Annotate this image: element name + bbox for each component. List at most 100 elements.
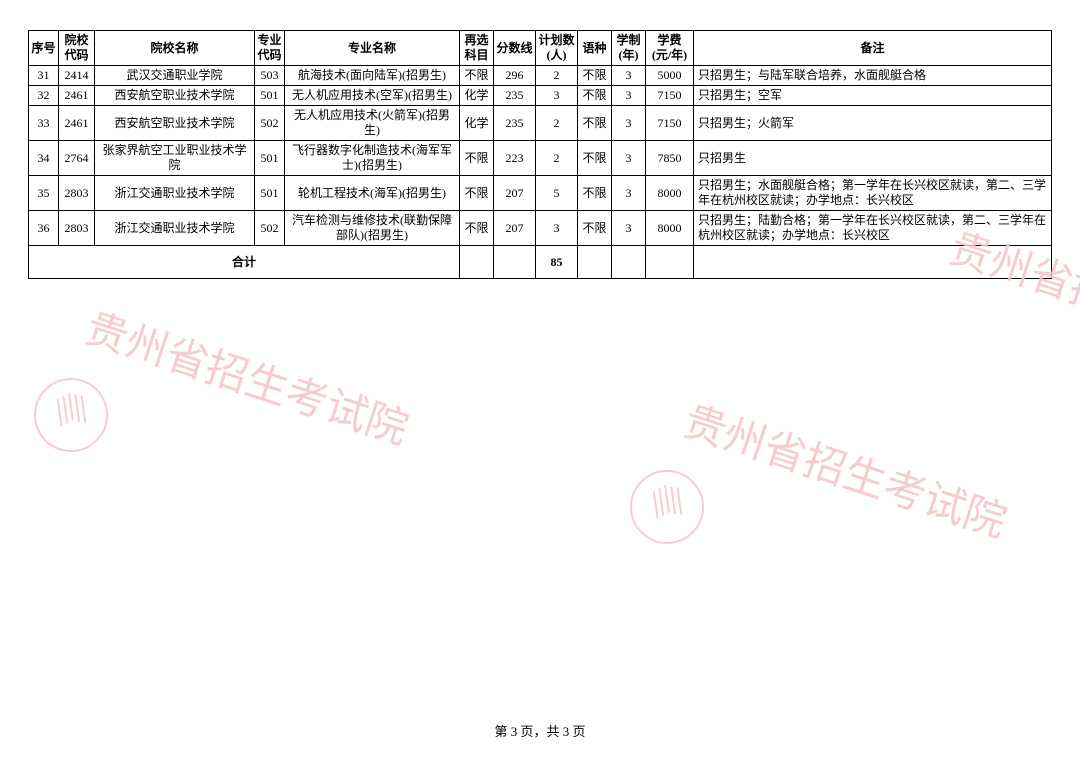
cell-subj: 不限 <box>460 211 494 246</box>
admissions-table: 序号 院校代码 院校名称 专业代码 专业名称 再选科目 分数线 计划数(人) 语… <box>28 30 1052 279</box>
cell-fee: 7150 <box>646 86 694 106</box>
table-row: 352803浙江交通职业技术学院501轮机工程技术(海军)(招男生)不限2075… <box>29 176 1052 211</box>
cell-fee: 7850 <box>646 141 694 176</box>
col-years: 学制(年) <box>612 31 646 66</box>
cell-sname: 西安航空职业技术学院 <box>95 106 255 141</box>
cell-plan: 2 <box>536 106 578 141</box>
table-row: 332461西安航空职业技术学院502无人机应用技术(火箭军)(招男生)化学23… <box>29 106 1052 141</box>
cell-mcode: 501 <box>255 86 285 106</box>
table-row: 322461西安航空职业技术学院501无人机应用技术(空军)(招男生)化学235… <box>29 86 1052 106</box>
cell-sname: 张家界航空工业职业技术学院 <box>95 141 255 176</box>
cell-note: 只招男生；水面舰艇合格；第一学年在长兴校区就读，第二、三学年在杭州校区就读；办学… <box>694 176 1052 211</box>
table-row: 362803浙江交通职业技术学院502汽车检测与维修技术(联勤保障部队)(招男生… <box>29 211 1052 246</box>
watermark-text: 贵州省招生考试院 <box>79 295 417 457</box>
cell-fee: 7150 <box>646 106 694 141</box>
cell-lang: 不限 <box>578 106 612 141</box>
col-seq: 序号 <box>29 31 59 66</box>
cell-plan: 3 <box>536 86 578 106</box>
total-blank <box>578 246 612 279</box>
cell-mname: 航海技术(面向陆军)(招男生) <box>285 66 460 86</box>
cell-sname: 浙江交通职业技术学院 <box>95 211 255 246</box>
col-sname: 院校名称 <box>95 31 255 66</box>
cell-score: 296 <box>494 66 536 86</box>
watermark-seal-icon <box>34 378 108 452</box>
cell-scode: 2461 <box>59 86 95 106</box>
cell-subj: 化学 <box>460 86 494 106</box>
cell-score: 223 <box>494 141 536 176</box>
cell-sname: 西安航空职业技术学院 <box>95 86 255 106</box>
col-subj: 再选科目 <box>460 31 494 66</box>
cell-mname: 无人机应用技术(火箭军)(招男生) <box>285 106 460 141</box>
cell-plan: 2 <box>536 141 578 176</box>
cell-fee: 8000 <box>646 211 694 246</box>
cell-mname: 轮机工程技术(海军)(招男生) <box>285 176 460 211</box>
cell-years: 3 <box>612 176 646 211</box>
cell-note: 只招男生；与陆军联合培养，水面舰艇合格 <box>694 66 1052 86</box>
cell-scode: 2803 <box>59 211 95 246</box>
cell-mname: 汽车检测与维修技术(联勤保障部队)(招男生) <box>285 211 460 246</box>
cell-plan: 3 <box>536 211 578 246</box>
cell-mcode: 501 <box>255 176 285 211</box>
cell-mcode: 503 <box>255 66 285 86</box>
page-footer: 第 3 页，共 3 页 <box>0 721 1080 740</box>
cell-note: 只招男生；火箭军 <box>694 106 1052 141</box>
cell-years: 3 <box>612 211 646 246</box>
col-plan: 计划数(人) <box>536 31 578 66</box>
total-blank <box>460 246 494 279</box>
cell-note: 只招男生；陆勤合格；第一学年在长兴校区就读，第二、三学年在杭州校区就读；办学地点… <box>694 211 1052 246</box>
cell-subj: 不限 <box>460 141 494 176</box>
cell-lang: 不限 <box>578 141 612 176</box>
cell-mcode: 502 <box>255 211 285 246</box>
total-blank <box>694 246 1052 279</box>
cell-mcode: 501 <box>255 141 285 176</box>
cell-sname: 浙江交通职业技术学院 <box>95 176 255 211</box>
col-scode: 院校代码 <box>59 31 95 66</box>
cell-sname: 武汉交通职业学院 <box>95 66 255 86</box>
cell-scode: 2764 <box>59 141 95 176</box>
col-note: 备注 <box>694 31 1052 66</box>
cell-score: 235 <box>494 86 536 106</box>
col-lang: 语种 <box>578 31 612 66</box>
cell-mname: 无人机应用技术(空军)(招男生) <box>285 86 460 106</box>
cell-mname: 飞行器数字化制造技术(海军军士)(招男生) <box>285 141 460 176</box>
cell-years: 3 <box>612 66 646 86</box>
cell-lang: 不限 <box>578 176 612 211</box>
watermark-text: 贵州省招生考试院 <box>677 388 1015 550</box>
cell-seq: 33 <box>29 106 59 141</box>
total-blank <box>612 246 646 279</box>
table-row: 312414武汉交通职业学院503航海技术(面向陆军)(招男生)不限2962不限… <box>29 66 1052 86</box>
cell-fee: 5000 <box>646 66 694 86</box>
cell-note: 只招男生 <box>694 141 1052 176</box>
col-mname: 专业名称 <box>285 31 460 66</box>
cell-scode: 2461 <box>59 106 95 141</box>
col-mcode: 专业代码 <box>255 31 285 66</box>
cell-scode: 2803 <box>59 176 95 211</box>
cell-years: 3 <box>612 106 646 141</box>
cell-seq: 36 <box>29 211 59 246</box>
table-header-row: 序号 院校代码 院校名称 专业代码 专业名称 再选科目 分数线 计划数(人) 语… <box>29 31 1052 66</box>
cell-years: 3 <box>612 86 646 106</box>
total-row: 合计 85 <box>29 246 1052 279</box>
cell-score: 207 <box>494 211 536 246</box>
total-blank <box>494 246 536 279</box>
cell-score: 207 <box>494 176 536 211</box>
col-fee: 学费(元/年) <box>646 31 694 66</box>
cell-scode: 2414 <box>59 66 95 86</box>
total-plan: 85 <box>536 246 578 279</box>
cell-lang: 不限 <box>578 211 612 246</box>
cell-years: 3 <box>612 141 646 176</box>
cell-seq: 32 <box>29 86 59 106</box>
watermark-seal-icon <box>630 470 704 544</box>
total-label: 合计 <box>29 246 460 279</box>
cell-score: 235 <box>494 106 536 141</box>
cell-plan: 2 <box>536 66 578 86</box>
cell-subj: 不限 <box>460 176 494 211</box>
cell-fee: 8000 <box>646 176 694 211</box>
cell-seq: 35 <box>29 176 59 211</box>
cell-plan: 5 <box>536 176 578 211</box>
total-blank <box>646 246 694 279</box>
cell-lang: 不限 <box>578 86 612 106</box>
cell-mcode: 502 <box>255 106 285 141</box>
cell-subj: 化学 <box>460 106 494 141</box>
cell-seq: 31 <box>29 66 59 86</box>
